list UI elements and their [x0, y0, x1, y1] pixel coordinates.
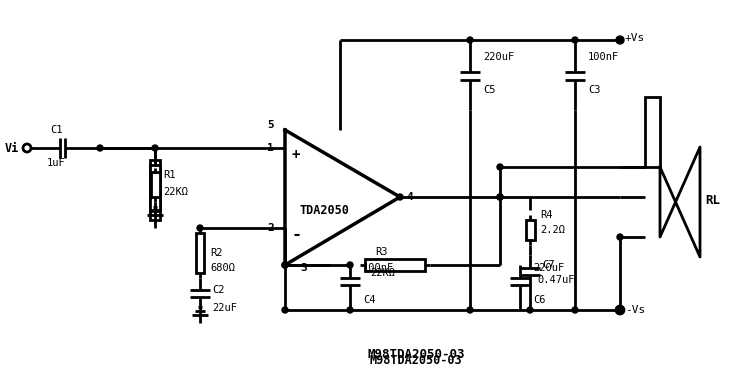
Circle shape — [617, 234, 623, 240]
Text: 2.2Ω: 2.2Ω — [540, 225, 565, 235]
Text: 5: 5 — [267, 120, 274, 130]
Bar — [365, 259, 425, 271]
Bar — [151, 172, 160, 197]
Text: C3: C3 — [588, 85, 600, 95]
Bar — [196, 233, 204, 273]
Bar — [150, 160, 160, 220]
Text: 0.47uF: 0.47uF — [537, 275, 575, 285]
Text: C1: C1 — [50, 125, 62, 135]
Circle shape — [572, 307, 578, 313]
Text: 22uF: 22uF — [212, 303, 237, 313]
Polygon shape — [660, 147, 700, 257]
Circle shape — [467, 307, 473, 313]
Bar — [526, 220, 535, 240]
Circle shape — [347, 262, 353, 268]
Circle shape — [617, 307, 623, 313]
Text: R3: R3 — [375, 247, 388, 257]
Text: 2: 2 — [267, 223, 274, 233]
Circle shape — [197, 225, 203, 231]
Text: 680Ω: 680Ω — [210, 263, 235, 273]
Text: M98TDA2050-03: M98TDA2050-03 — [367, 348, 465, 362]
Text: C6: C6 — [533, 295, 545, 305]
Text: Vi: Vi — [5, 141, 19, 155]
Circle shape — [497, 164, 503, 170]
Text: +Vs: +Vs — [625, 33, 645, 43]
Circle shape — [397, 194, 403, 200]
Text: M98TDA2050-03: M98TDA2050-03 — [370, 354, 462, 366]
Text: 22KΩ: 22KΩ — [163, 187, 188, 197]
Circle shape — [282, 262, 288, 268]
Circle shape — [347, 307, 353, 313]
Text: RL: RL — [705, 193, 720, 207]
Circle shape — [616, 36, 624, 44]
Text: 4: 4 — [406, 192, 413, 202]
Circle shape — [282, 307, 288, 313]
Text: R2: R2 — [210, 248, 222, 258]
Text: C7: C7 — [542, 260, 554, 270]
Text: 3: 3 — [300, 263, 307, 273]
Text: C4: C4 — [363, 295, 376, 305]
Circle shape — [467, 37, 473, 43]
Text: R4: R4 — [540, 210, 553, 220]
Circle shape — [152, 145, 158, 151]
Circle shape — [282, 262, 288, 268]
Circle shape — [97, 145, 103, 151]
Bar — [150, 165, 160, 210]
Text: TDA2050: TDA2050 — [300, 204, 350, 216]
Circle shape — [572, 37, 578, 43]
Text: -Vs: -Vs — [625, 305, 645, 315]
Text: 220uF: 220uF — [483, 52, 515, 62]
Text: -: - — [291, 226, 301, 244]
Text: 1: 1 — [267, 143, 274, 153]
Circle shape — [497, 194, 503, 200]
Text: 220uF: 220uF — [533, 263, 564, 273]
Circle shape — [527, 307, 533, 313]
Text: +: + — [291, 148, 299, 162]
Bar — [645, 97, 660, 167]
Text: 22KΩ: 22KΩ — [370, 268, 395, 278]
Text: R1: R1 — [163, 170, 175, 180]
Text: C2: C2 — [212, 285, 225, 295]
Text: 100nF: 100nF — [588, 52, 619, 62]
Text: 1uF: 1uF — [47, 158, 66, 168]
Text: C5: C5 — [483, 85, 495, 95]
Text: 100nF: 100nF — [363, 263, 394, 273]
Circle shape — [497, 194, 503, 200]
